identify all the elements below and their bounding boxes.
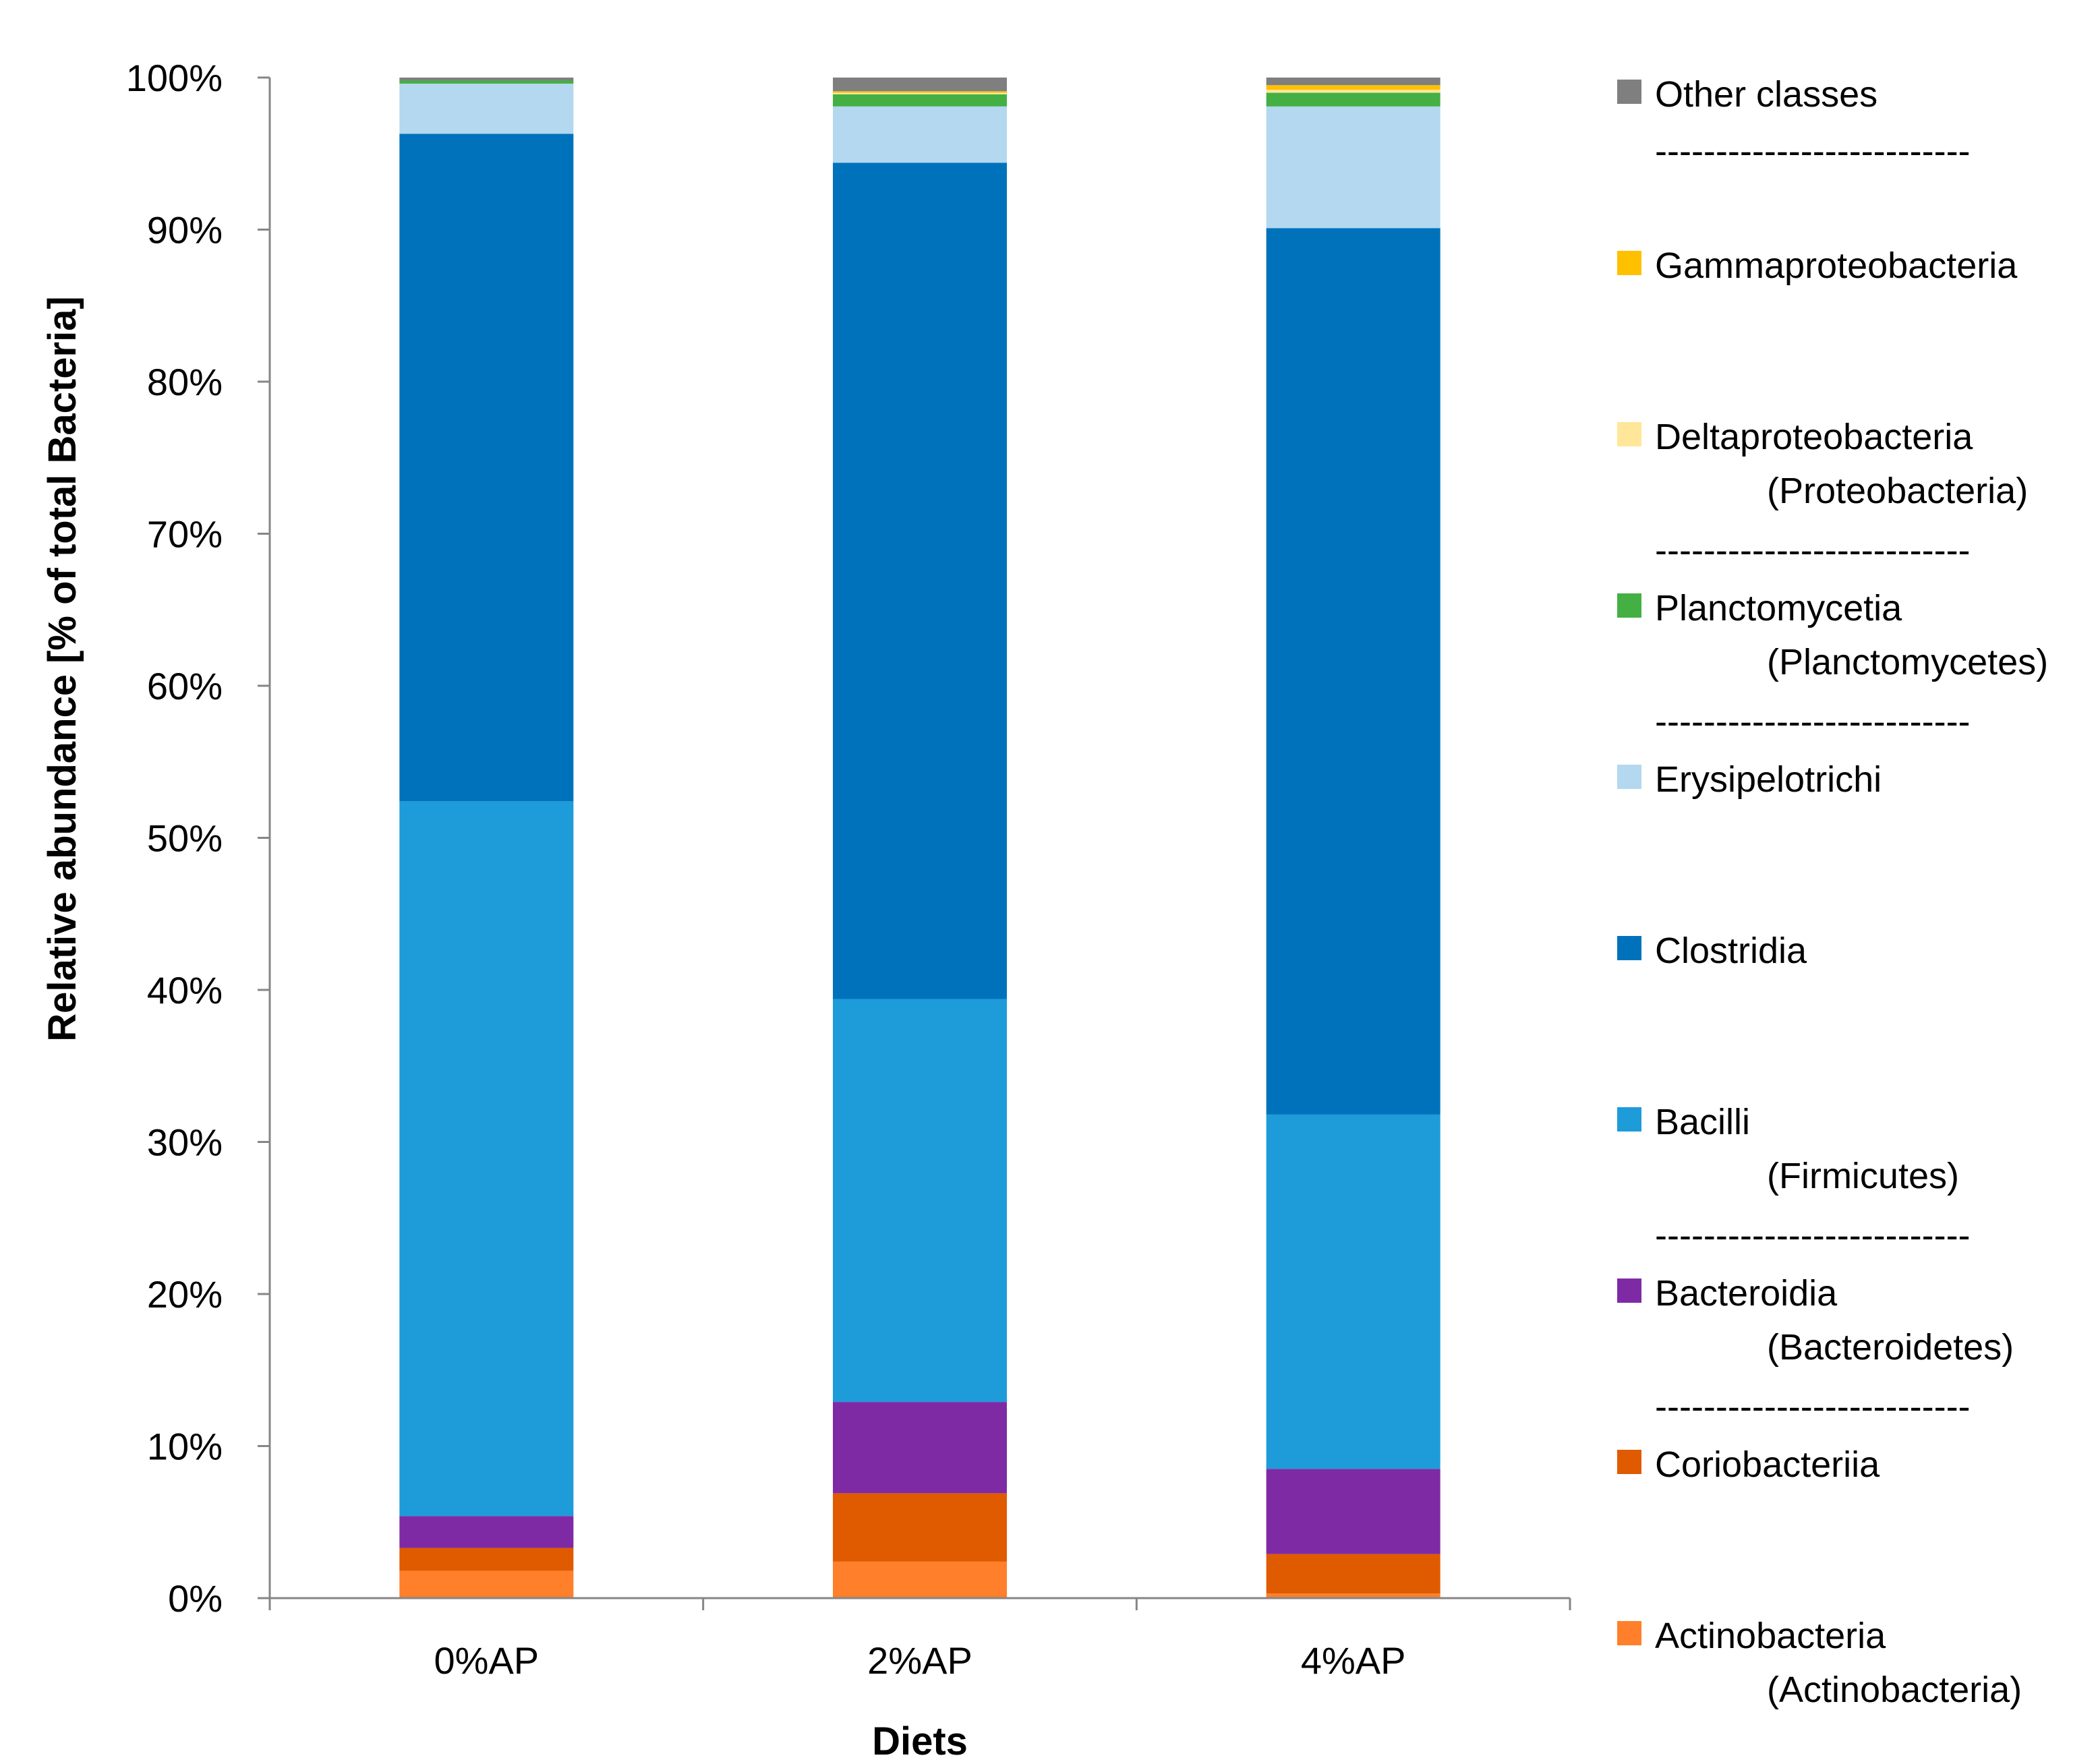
legend-phylum-label: (Firmicutes)	[1767, 1156, 1959, 1196]
bar-segment-other classes-1	[833, 78, 1007, 92]
bar-segment-deltaproteobacteria-2	[1266, 90, 1440, 93]
bar-segment-erysipelotrichi-1	[833, 106, 1007, 163]
legend-item-erysipelotrichi: Erysipelotrichi	[1617, 759, 1882, 800]
bar-segment-deltaproteobacteria-1	[833, 92, 1007, 94]
y-tick-label: 10%	[147, 1425, 223, 1468]
legend-item-bacteroidia: Bacteroidia (Bacteroidetes) --------------…	[1617, 1273, 2014, 1427]
bar-segment-bacilli-1	[833, 999, 1007, 1403]
y-tick-label: 50%	[147, 817, 223, 860]
bar-segment-planctomycetia-1	[833, 94, 1007, 107]
legend-separator: --------------------------	[1655, 1386, 1971, 1427]
bar-segment-other classes-0	[399, 78, 574, 81]
legend-label: Erysipelotrichi	[1655, 759, 1882, 800]
bar-segment-coriobacteriia-0	[399, 1548, 574, 1571]
x-tick-label: 4%AP	[1301, 1639, 1406, 1682]
y-axis-title: Relative abundance [% of total Bacteria]	[40, 296, 84, 1041]
legend-swatch	[1617, 1621, 1641, 1645]
bar-segment-bacteroidia-0	[399, 1516, 574, 1548]
legend-item-actinobacteria: Actinobacteria (Actinobacteria)	[1617, 1616, 2022, 1710]
legend-label: Coriobacteriia	[1655, 1444, 1880, 1485]
legend-phylum-label: (Bacteroidetes)	[1767, 1327, 2014, 1368]
y-tick-label: 30%	[147, 1121, 223, 1164]
bars	[399, 78, 1440, 1598]
bar-segment-coriobacteriia-1	[833, 1493, 1007, 1562]
legend-separator: --------------------------	[1655, 131, 1971, 171]
bar-segment-erysipelotrichi-0	[399, 84, 574, 134]
x-tick-label: 0%AP	[434, 1639, 540, 1682]
legend-swatch	[1617, 936, 1641, 960]
legend-label: Other classes	[1655, 74, 1877, 115]
bar-group-2pctap	[833, 78, 1007, 1598]
bar-segment-gammaproteobacteria-1	[833, 91, 1007, 93]
bar-segment-other classes-2	[1266, 78, 1440, 86]
legend-phylum-label: (Proteobacteria)	[1767, 471, 2028, 511]
legend-item-clostridia: Clostridia	[1617, 931, 1807, 971]
legend-swatch	[1617, 422, 1641, 446]
bar-segment-coriobacteriia-2	[1266, 1554, 1440, 1594]
legend-swatch	[1617, 1107, 1641, 1131]
y-tick-label: 0%	[168, 1577, 223, 1620]
legend-swatch	[1617, 1450, 1641, 1474]
legend-label: Actinobacteria	[1655, 1616, 1886, 1656]
legend-label: Clostridia	[1655, 931, 1807, 971]
axes: 0% 10% 20% 30% 40% 50% 60% 70% 80% 90% 100% 0%AP 2%A…	[126, 57, 1571, 1682]
y-tick-label: 20%	[147, 1273, 223, 1316]
legend-swatch	[1617, 80, 1641, 104]
bar-segment-planctomycetia-0	[399, 80, 574, 84]
bar-segment-actinobacteria-0	[399, 1570, 574, 1598]
legend-label: Deltaproteobacteria	[1655, 417, 1973, 457]
bar-segment-clostridia-0	[399, 134, 574, 802]
legend-swatch	[1617, 251, 1641, 275]
bar-group-4pctap	[1266, 78, 1440, 1598]
legend-separator: --------------------------	[1655, 530, 1971, 570]
bar-segment-bacteroidia-2	[1266, 1469, 1440, 1554]
legend-phylum-label: (Actinobacteria)	[1767, 1670, 2022, 1710]
x-tick-label: 2%AP	[867, 1639, 972, 1682]
legend: Other classes -------------------------- G…	[1617, 74, 2048, 1710]
legend-item-planctomycetia: Planctomycetia (Planctomycetes) ----------…	[1617, 588, 2048, 742]
y-tick-label: 70%	[147, 513, 223, 556]
y-tick-label: 90%	[147, 209, 223, 252]
legend-item-coriobacteriia: Coriobacteriia	[1617, 1444, 1880, 1485]
legend-item-bacilli: Bacilli (Firmicutes) ---------------------…	[1617, 1102, 1971, 1256]
y-tick-label: 60%	[147, 665, 223, 707]
y-tick-label: 80%	[147, 361, 223, 403]
legend-item-gammaproteobacteria: Gammaproteobacteria	[1617, 245, 2018, 286]
bar-segment-bacteroidia-1	[833, 1402, 1007, 1494]
bar-segment-erysipelotrichi-2	[1266, 106, 1440, 229]
legend-item-deltaproteobacteria: Deltaproteobacteria (Proteobacteria) -----…	[1617, 417, 2028, 570]
bar-segment-actinobacteria-1	[833, 1561, 1007, 1598]
bar-group-0pctap	[399, 78, 574, 1598]
bar-segment-bacilli-2	[1266, 1114, 1440, 1469]
bar-segment-clostridia-1	[833, 163, 1007, 999]
legend-label: Gammaproteobacteria	[1655, 245, 2018, 286]
legend-phylum-label: (Planctomycetes)	[1767, 642, 2048, 682]
legend-label: Bacteroidia	[1655, 1273, 1838, 1314]
legend-label: Bacilli	[1655, 1102, 1750, 1142]
legend-swatch	[1617, 1278, 1641, 1303]
legend-swatch	[1617, 593, 1641, 618]
x-axis-title: Diets	[872, 1719, 968, 1763]
bar-segment-actinobacteria-2	[1266, 1593, 1440, 1598]
bar-segment-planctomycetia-2	[1266, 92, 1440, 107]
bar-segment-clostridia-2	[1266, 228, 1440, 1115]
y-tick-label: 100%	[126, 57, 223, 99]
bar-segment-bacilli-0	[399, 801, 574, 1517]
legend-separator: --------------------------	[1655, 1215, 1971, 1256]
legend-swatch	[1617, 765, 1641, 789]
legend-separator: --------------------------	[1655, 701, 1971, 742]
legend-item-other classes: Other classes --------------------------	[1617, 74, 1971, 171]
legend-label: Planctomycetia	[1655, 588, 1902, 628]
bar-segment-gammaproteobacteria-2	[1266, 85, 1440, 90]
y-tick-label: 40%	[147, 969, 223, 1011]
